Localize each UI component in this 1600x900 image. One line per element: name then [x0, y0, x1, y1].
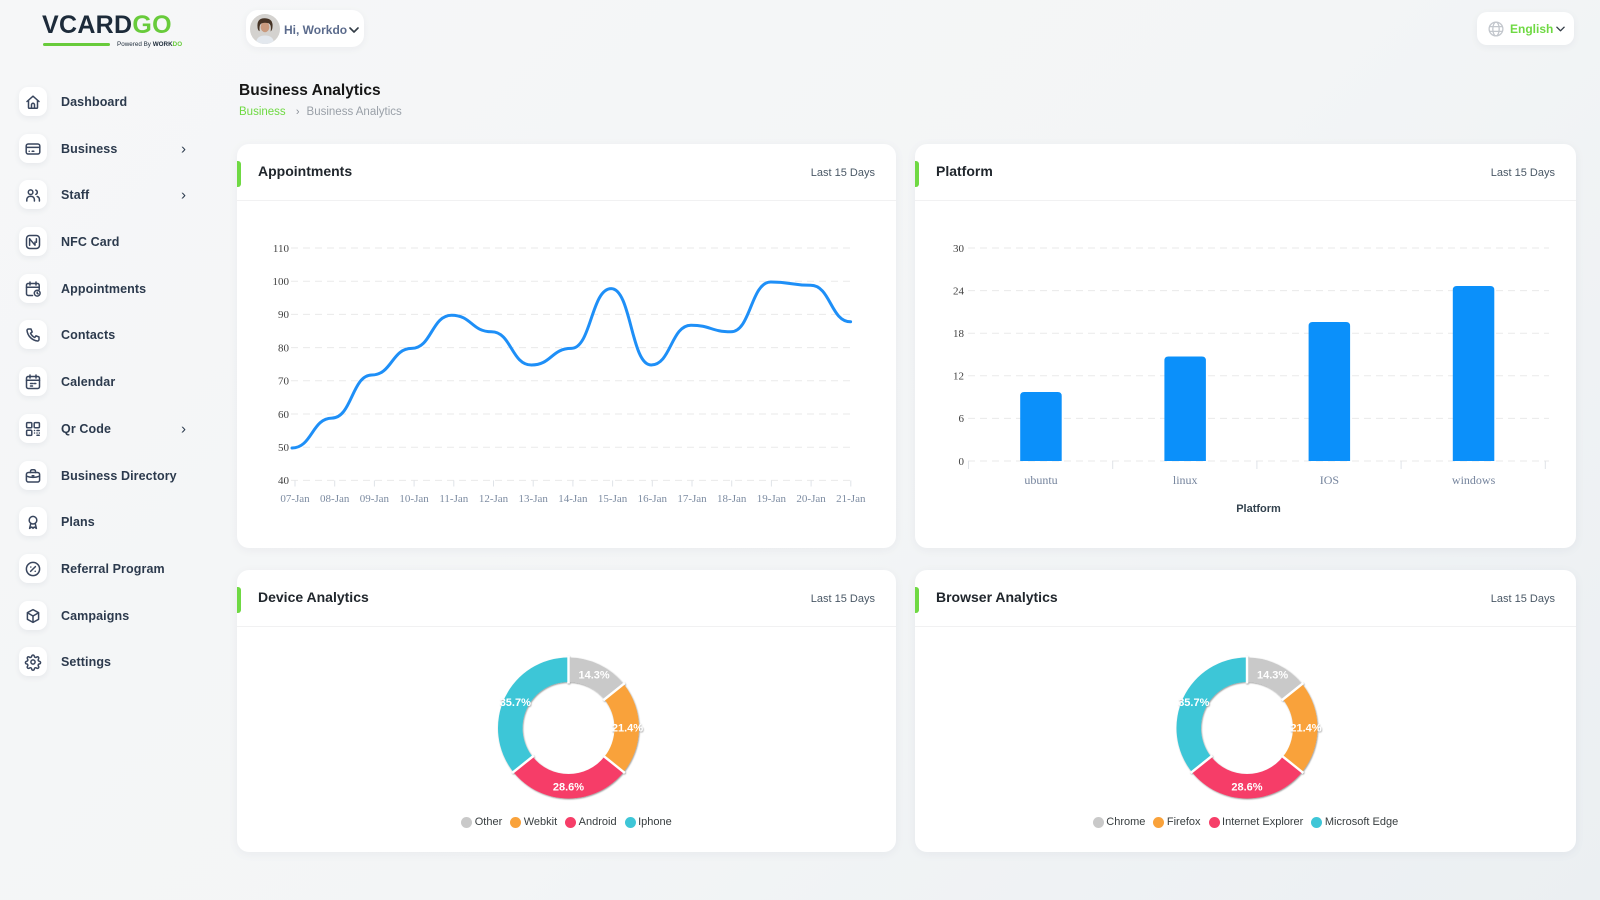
svg-text:35.7%: 35.7% — [1178, 697, 1209, 709]
svg-text:15-Jan: 15-Jan — [598, 493, 628, 505]
svg-text:11-Jan: 11-Jan — [439, 493, 468, 505]
svg-text:28.6%: 28.6% — [1231, 782, 1262, 794]
svg-text:14.3%: 14.3% — [1257, 669, 1288, 681]
svg-text:20-Jan: 20-Jan — [796, 493, 826, 505]
svg-text:30: 30 — [953, 243, 965, 255]
svg-text:08-Jan: 08-Jan — [320, 493, 350, 505]
svg-text:19-Jan: 19-Jan — [757, 493, 787, 505]
svg-text:90: 90 — [278, 309, 290, 321]
svg-text:windows: windows — [1452, 473, 1496, 487]
svg-text:ubuntu: ubuntu — [1024, 473, 1057, 487]
svg-text:110: 110 — [273, 243, 290, 255]
svg-text:21-Jan: 21-Jan — [836, 493, 866, 505]
svg-text:18-Jan: 18-Jan — [717, 493, 747, 505]
svg-text:10-Jan: 10-Jan — [399, 493, 429, 505]
svg-text:50: 50 — [278, 442, 290, 454]
svg-text:21.4%: 21.4% — [1290, 723, 1321, 735]
svg-text:80: 80 — [278, 342, 290, 354]
svg-text:linux: linux — [1173, 473, 1198, 487]
svg-text:12: 12 — [953, 371, 964, 383]
svg-text:16-Jan: 16-Jan — [638, 493, 668, 505]
svg-text:17-Jan: 17-Jan — [677, 493, 707, 505]
svg-text:70: 70 — [278, 376, 290, 388]
svg-text:09-Jan: 09-Jan — [360, 493, 390, 505]
svg-text:28.6%: 28.6% — [553, 782, 584, 794]
svg-text:18: 18 — [953, 328, 965, 340]
svg-text:12-Jan: 12-Jan — [479, 493, 509, 505]
svg-text:60: 60 — [278, 409, 290, 421]
svg-text:0: 0 — [959, 456, 965, 468]
svg-text:35.7%: 35.7% — [500, 697, 531, 709]
svg-text:07-Jan: 07-Jan — [280, 493, 310, 505]
svg-text:Platform: Platform — [1236, 503, 1281, 515]
svg-text:100: 100 — [273, 276, 290, 288]
svg-text:21.4%: 21.4% — [612, 723, 643, 735]
svg-text:24: 24 — [953, 285, 965, 297]
svg-text:IOS: IOS — [1320, 473, 1339, 487]
svg-text:14-Jan: 14-Jan — [558, 493, 588, 505]
svg-text:13-Jan: 13-Jan — [519, 493, 549, 505]
svg-text:40: 40 — [278, 475, 290, 487]
svg-text:14.3%: 14.3% — [578, 669, 609, 681]
svg-text:6: 6 — [959, 413, 965, 425]
